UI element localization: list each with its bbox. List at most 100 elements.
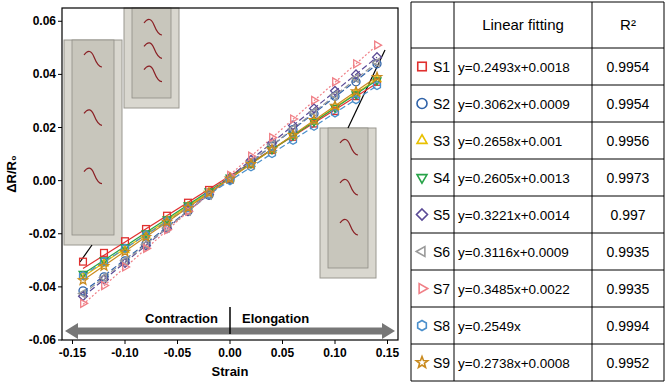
photo-wire: [340, 179, 358, 195]
photo-frame: [124, 8, 179, 108]
legend-label: S1: [433, 59, 450, 75]
table-line: [411, 196, 664, 197]
annotation: Elongation: [242, 311, 309, 326]
data-point: [246, 159, 255, 168]
data-point: [141, 232, 150, 241]
fit-line: [83, 83, 377, 268]
legend-marker: [419, 284, 428, 294]
data-point: [351, 74, 358, 82]
y-tick-label: 0.02: [33, 121, 57, 135]
table-header: R²: [620, 16, 636, 33]
r2-value: 0.9954: [607, 59, 650, 75]
fit-equation: y=0.2658x+0.001: [458, 134, 562, 149]
x-tick-label: 0.05: [271, 346, 295, 360]
x-tick-label: 0.00: [218, 346, 242, 360]
r2-value: 0.9956: [607, 133, 650, 149]
photo-wire: [144, 66, 162, 82]
x-tick: [282, 340, 283, 344]
photo-tube: [328, 128, 368, 268]
fit-equation: y=0.3221x+0.0014: [458, 208, 570, 223]
data-point: [353, 96, 360, 104]
data-point: [99, 261, 108, 270]
x-tick: [72, 340, 73, 344]
r2-value: 0.9935: [607, 281, 650, 297]
legend-table: Linear fittingR²S1y=0.2493x+0.00180.9954…: [411, 2, 664, 381]
table-line: [592, 2, 593, 381]
data-point: [291, 115, 298, 123]
fit-equation: y=0.2549x: [458, 319, 521, 334]
data-point: [183, 203, 192, 212]
photo-wire: [340, 219, 358, 235]
legend-marker: [417, 135, 427, 144]
fit-equation: y=0.3485x+0.0022: [458, 282, 570, 297]
y-tick-label: -0.06: [29, 333, 57, 347]
fit-line: [83, 77, 377, 281]
x-tick: [387, 340, 388, 344]
photo-wire: [84, 110, 102, 126]
legend-label: S5: [433, 207, 450, 223]
arrow-head: [382, 323, 395, 339]
table-line: [411, 344, 664, 345]
data-point: [330, 91, 337, 99]
photo-wire: [84, 51, 102, 67]
data-point: [120, 247, 129, 256]
photo-wire: [340, 139, 358, 155]
x-tick-label: -0.10: [111, 346, 139, 360]
fit-line: [83, 62, 377, 294]
data-point: [204, 188, 213, 197]
y-tick: [58, 180, 62, 181]
data-point: [333, 78, 340, 86]
data-point: [372, 72, 381, 81]
photo-frame: [64, 40, 122, 245]
direction-arrow: [65, 307, 395, 339]
x-tick-label: 0.15: [376, 346, 400, 360]
table-line: [664, 2, 665, 381]
x-tick: [125, 340, 126, 344]
data-point: [309, 115, 318, 124]
photo-tube: [72, 40, 114, 235]
legend-marker: [416, 247, 425, 257]
y-tick: [58, 286, 62, 287]
photo-inset: [124, 8, 179, 108]
r2-value: 0.9973: [607, 170, 650, 186]
data-point: [144, 244, 151, 252]
y-tick: [58, 127, 62, 128]
table-line: [454, 2, 455, 381]
data-point: [162, 217, 171, 226]
table-line: [411, 307, 664, 308]
data-point: [99, 274, 106, 282]
data-point: [372, 58, 379, 66]
data-point: [309, 108, 316, 116]
y-axis-title: ΔR/R₀: [4, 155, 19, 193]
y-tick-label: 0.06: [33, 14, 57, 28]
data-point: [80, 258, 87, 265]
data-point: [375, 41, 382, 49]
r2-value: 0.9935: [607, 244, 650, 260]
data-point: [165, 226, 172, 234]
data-point: [78, 275, 87, 284]
table-line: [411, 48, 664, 49]
y-tick-label: 0.00: [33, 174, 57, 188]
legend-marker: [418, 321, 427, 331]
data-point: [374, 82, 381, 90]
fit-equation: y=0.3116x+0.0009: [458, 245, 569, 260]
r2-value: 0.997: [610, 207, 645, 223]
table-line: [411, 381, 664, 382]
data-point: [267, 145, 276, 154]
data-point: [312, 96, 319, 104]
photo-tube: [132, 8, 171, 98]
table-line: [411, 270, 664, 271]
pointer: [348, 50, 385, 128]
data-point: [351, 87, 360, 96]
table-header: Linear fitting: [482, 16, 564, 33]
y-tick-label: 0.04: [33, 67, 57, 81]
legend-label: S4: [433, 170, 450, 186]
y-tick: [58, 340, 62, 341]
fit-line: [83, 80, 377, 274]
data-point: [225, 174, 234, 183]
plot-area: [78, 41, 381, 307]
table-line: [411, 2, 412, 381]
legend-label: S6: [433, 244, 450, 260]
data-point: [330, 101, 339, 110]
arrow-head: [65, 323, 78, 339]
